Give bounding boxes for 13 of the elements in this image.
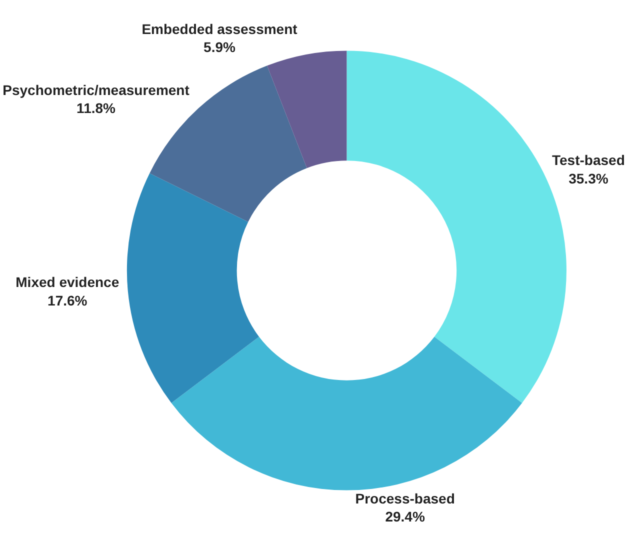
slice-label: Embedded assessment xyxy=(142,20,298,37)
data-label: 11.8% xyxy=(76,100,116,116)
donut-slice xyxy=(127,173,260,404)
slice-label: Process-based xyxy=(355,490,455,506)
data-label: 29.4% xyxy=(385,508,426,524)
donut-slice xyxy=(267,50,347,168)
data-label: 5.9% xyxy=(204,39,236,56)
data-label: 17.6% xyxy=(48,292,88,308)
donut-slice xyxy=(171,336,522,490)
slice-label: Mixed evidence xyxy=(16,274,120,290)
data-label: 35.3% xyxy=(568,170,609,186)
slice-label: Psychometric/measurement xyxy=(2,82,190,98)
slice-label: Test-based xyxy=(552,152,625,168)
